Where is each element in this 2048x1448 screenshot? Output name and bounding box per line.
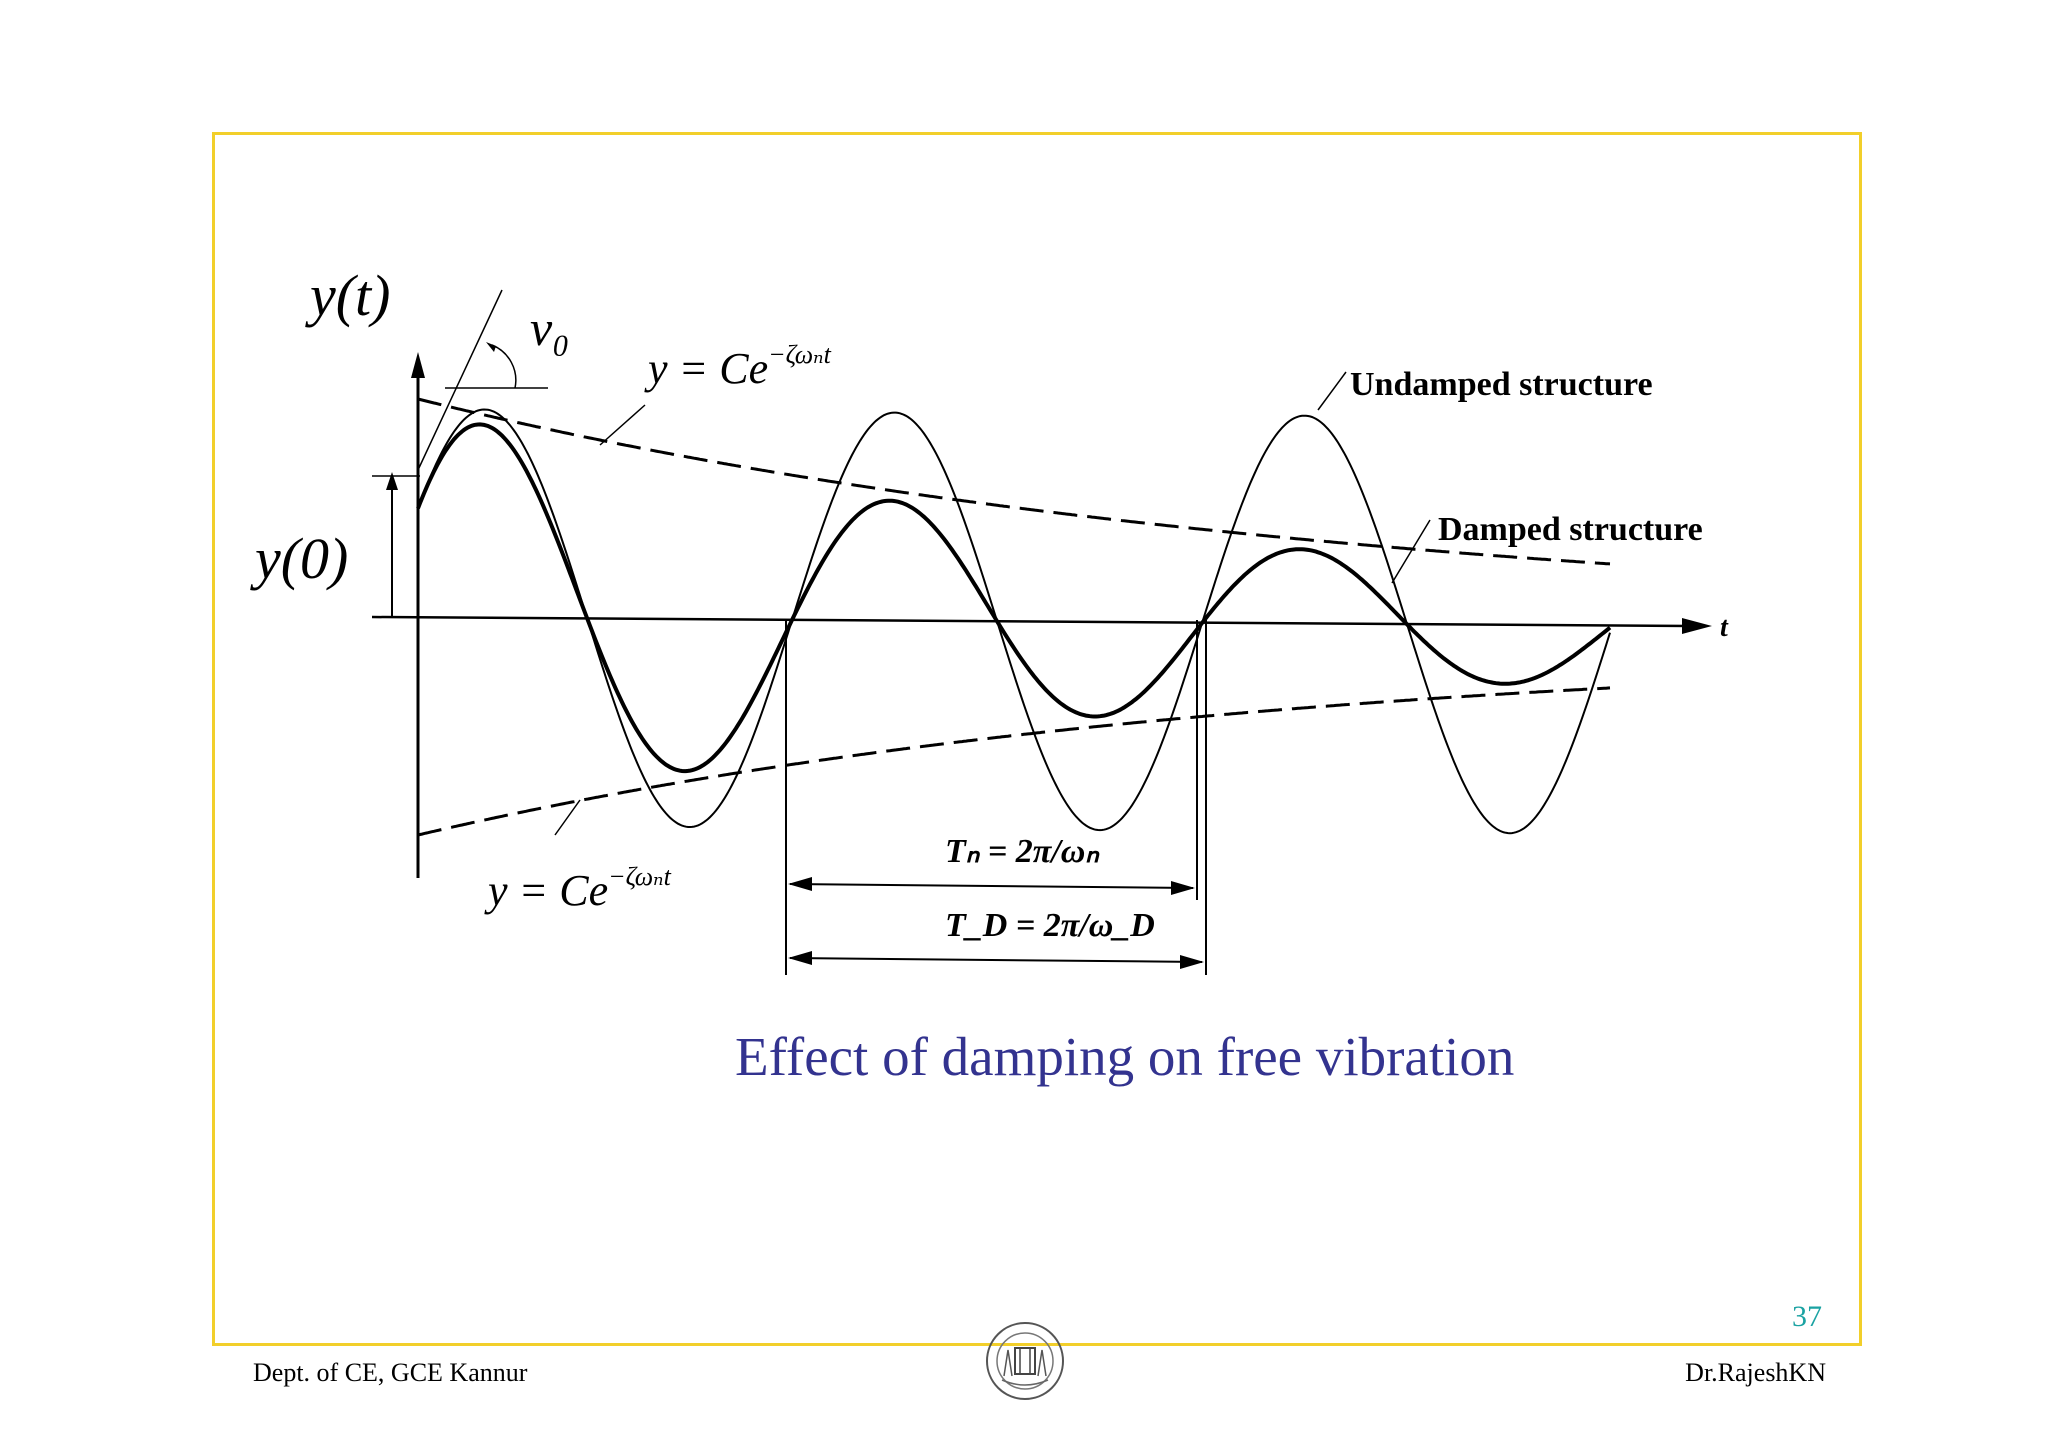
t-axis bbox=[371, 615, 1691, 628]
damped-period-label: T_D = 2π/ω_D bbox=[945, 907, 1155, 944]
undamped-label: Undamped structure bbox=[1350, 366, 1653, 403]
v0-angle-arrow bbox=[486, 342, 496, 352]
tn-arrow-right bbox=[1171, 881, 1195, 895]
slide-frame bbox=[212, 132, 1862, 1346]
t-axis-arrow bbox=[1682, 618, 1712, 634]
upper-envelope-label: y = Ce−ζωₙt bbox=[644, 340, 832, 393]
natural-period-label: Tₙ = 2π/ωₙ bbox=[945, 833, 1100, 870]
y0-label: y(0) bbox=[250, 526, 348, 591]
td-dimension-line bbox=[789, 957, 1203, 963]
upper-envelope-leader bbox=[599, 404, 646, 446]
college-seal-logo bbox=[986, 1322, 1064, 1400]
tn-arrow-left bbox=[788, 877, 812, 891]
upper-envelope-curve bbox=[417, 397, 1611, 566]
y-axis-arrow bbox=[411, 352, 425, 378]
damped-label: Damped structure bbox=[1438, 511, 1703, 548]
v0-tangent-line bbox=[417, 289, 503, 471]
damped-curve bbox=[416, 422, 1612, 774]
y0-dimension-arrow bbox=[386, 472, 398, 490]
td-arrow-right bbox=[1180, 955, 1204, 969]
v0-label: v₀ bbox=[530, 300, 570, 356]
footer-author: Dr.RajeshKN bbox=[1685, 1358, 1826, 1387]
lower-envelope-curve bbox=[417, 686, 1611, 837]
y-axis-label: y(t) bbox=[305, 263, 391, 328]
undamped-curve bbox=[417, 408, 1611, 835]
page-number: 37 bbox=[1792, 1300, 1822, 1333]
tn-dimension-line bbox=[789, 883, 1194, 889]
t-axis-label: t bbox=[1720, 612, 1729, 643]
lower-envelope-label: y = Ce−ζωₙt bbox=[484, 862, 672, 915]
lower-envelope-leader bbox=[554, 799, 581, 836]
v0-angle-arc bbox=[491, 344, 517, 389]
td-arrow-left bbox=[788, 951, 812, 965]
undamped-leader-line bbox=[1317, 371, 1347, 411]
damped-leader-line bbox=[1391, 519, 1431, 584]
footer-department: Dept. of CE, GCE Kannur bbox=[253, 1358, 528, 1387]
figure-caption: Effect of damping on free vibration bbox=[735, 1026, 1515, 1087]
